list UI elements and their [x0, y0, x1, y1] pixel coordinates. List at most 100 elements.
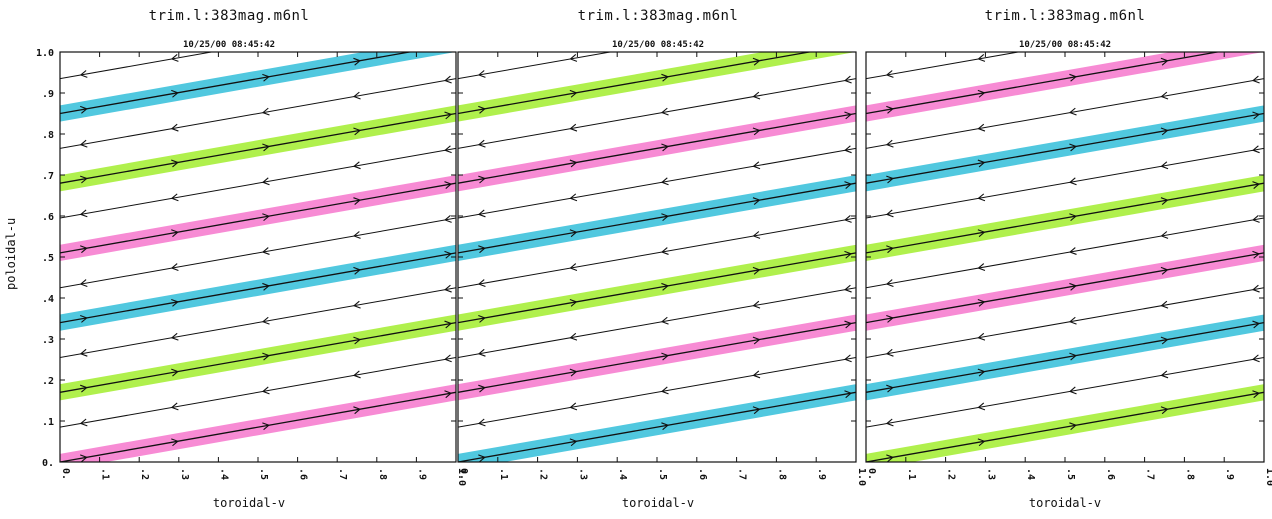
direction-arrow [262, 282, 270, 291]
field-line [866, 52, 1221, 115]
direction-arrow [170, 332, 179, 341]
x-axis-label: toroidal-v [621, 496, 695, 510]
direction-arrow [1160, 300, 1169, 309]
x-tick-label: .6 [298, 468, 309, 480]
direction-arrow [261, 247, 270, 255]
field-line [866, 391, 1264, 462]
x-tick-label: 0. [866, 468, 877, 480]
y-tick-label: .4 [42, 294, 54, 305]
direction-arrow [170, 193, 179, 202]
x-tick-label: .2 [139, 468, 150, 480]
direction-arrow [353, 127, 362, 136]
direction-arrow [886, 454, 894, 462]
direction-arrow [844, 354, 852, 363]
x-tick-label: .2 [538, 468, 549, 480]
direction-arrow [352, 91, 361, 100]
x-tick-label: .3 [577, 468, 588, 480]
direction-arrow [1069, 73, 1077, 82]
chart-title: trim.l:383mag.m6nl [984, 8, 1146, 24]
direction-arrow [1068, 177, 1077, 186]
field-line [458, 182, 856, 254]
direction-arrow [170, 123, 179, 132]
field-line [60, 147, 456, 219]
y-tick-label: .3 [42, 335, 54, 346]
direction-arrow [885, 279, 894, 288]
direction-arrow [569, 438, 578, 447]
direction-arrow [661, 352, 669, 361]
field-line [458, 252, 856, 324]
chart-title: trim.l:383mag.m6nl [577, 8, 739, 24]
x-tick-label: .8 [1184, 468, 1195, 480]
direction-arrow [660, 177, 669, 186]
direction-arrow [844, 75, 852, 84]
direction-arrow [478, 384, 486, 393]
direction-arrow [477, 209, 486, 218]
chart-panel-3: trim.l:383mag.m6nl 10/25/00 08:45:42 tor… [858, 0, 1272, 519]
x-tick-label: .4 [218, 468, 229, 480]
x-tick-label: .7 [1145, 468, 1156, 480]
x-tick-label: .1 [906, 468, 917, 480]
direction-arrow [80, 175, 88, 184]
direction-arrow [1252, 354, 1260, 363]
x-tick-label: .7 [337, 468, 348, 480]
direction-arrow [444, 354, 452, 363]
direction-arrow [752, 300, 761, 309]
field-line [866, 112, 1264, 184]
chart-title: trim.l:383mag.m6nl [148, 8, 310, 24]
direction-arrow [752, 231, 761, 239]
direction-arrow [752, 57, 761, 66]
direction-arrow [1160, 161, 1169, 170]
direction-arrow [662, 38, 669, 45]
direction-arrow [1069, 422, 1077, 431]
direction-arrow [477, 348, 486, 357]
direction-arrow [171, 89, 179, 98]
direction-arrow [1069, 143, 1077, 152]
field-line [60, 78, 456, 149]
field-line [60, 287, 456, 358]
direction-arrow [478, 105, 486, 114]
direction-arrow [80, 314, 88, 323]
field-line [866, 217, 1264, 289]
direction-arrow [752, 127, 761, 136]
direction-arrow [977, 159, 986, 168]
field-line [866, 147, 1264, 219]
direction-arrow [1068, 316, 1077, 325]
direction-arrow [79, 348, 88, 357]
direction-arrow [661, 143, 669, 152]
field-line [866, 182, 1264, 254]
direction-arrow [977, 193, 986, 202]
direction-arrow [478, 454, 486, 462]
field-line [866, 52, 1022, 80]
direction-arrow [1252, 284, 1260, 293]
direction-arrow [1160, 231, 1169, 239]
direction-arrow [1160, 127, 1169, 136]
direction-arrow [977, 438, 986, 447]
x-tick-label: .1 [498, 468, 509, 480]
direction-arrow [79, 209, 88, 218]
direction-arrow [844, 181, 853, 189]
field-line [60, 252, 456, 324]
direction-arrow [353, 336, 362, 345]
direction-arrow [660, 316, 669, 325]
direction-arrow [353, 266, 362, 275]
x-axis-label: toroidal-v [212, 496, 286, 510]
direction-arrow [262, 73, 270, 82]
field-line [60, 391, 456, 462]
direction-arrow [886, 245, 894, 254]
field-line [458, 52, 614, 80]
direction-arrow [885, 209, 894, 218]
direction-arrow [477, 70, 486, 78]
direction-arrow [977, 332, 986, 341]
direction-arrow [1252, 181, 1261, 189]
direction-arrow [752, 161, 761, 170]
direction-arrow [1160, 406, 1169, 415]
x-tick-label: .3 [985, 468, 996, 480]
direction-arrow [885, 418, 894, 427]
chart-date: 10/25/00 08:45:42 [611, 40, 705, 50]
direction-arrow [1160, 336, 1169, 345]
y-tick-label: 0. [42, 458, 54, 469]
field-line [458, 52, 813, 115]
y-tick-label: .7 [42, 171, 54, 182]
y-tick-label: .8 [42, 130, 54, 141]
direction-arrow [1252, 320, 1261, 329]
